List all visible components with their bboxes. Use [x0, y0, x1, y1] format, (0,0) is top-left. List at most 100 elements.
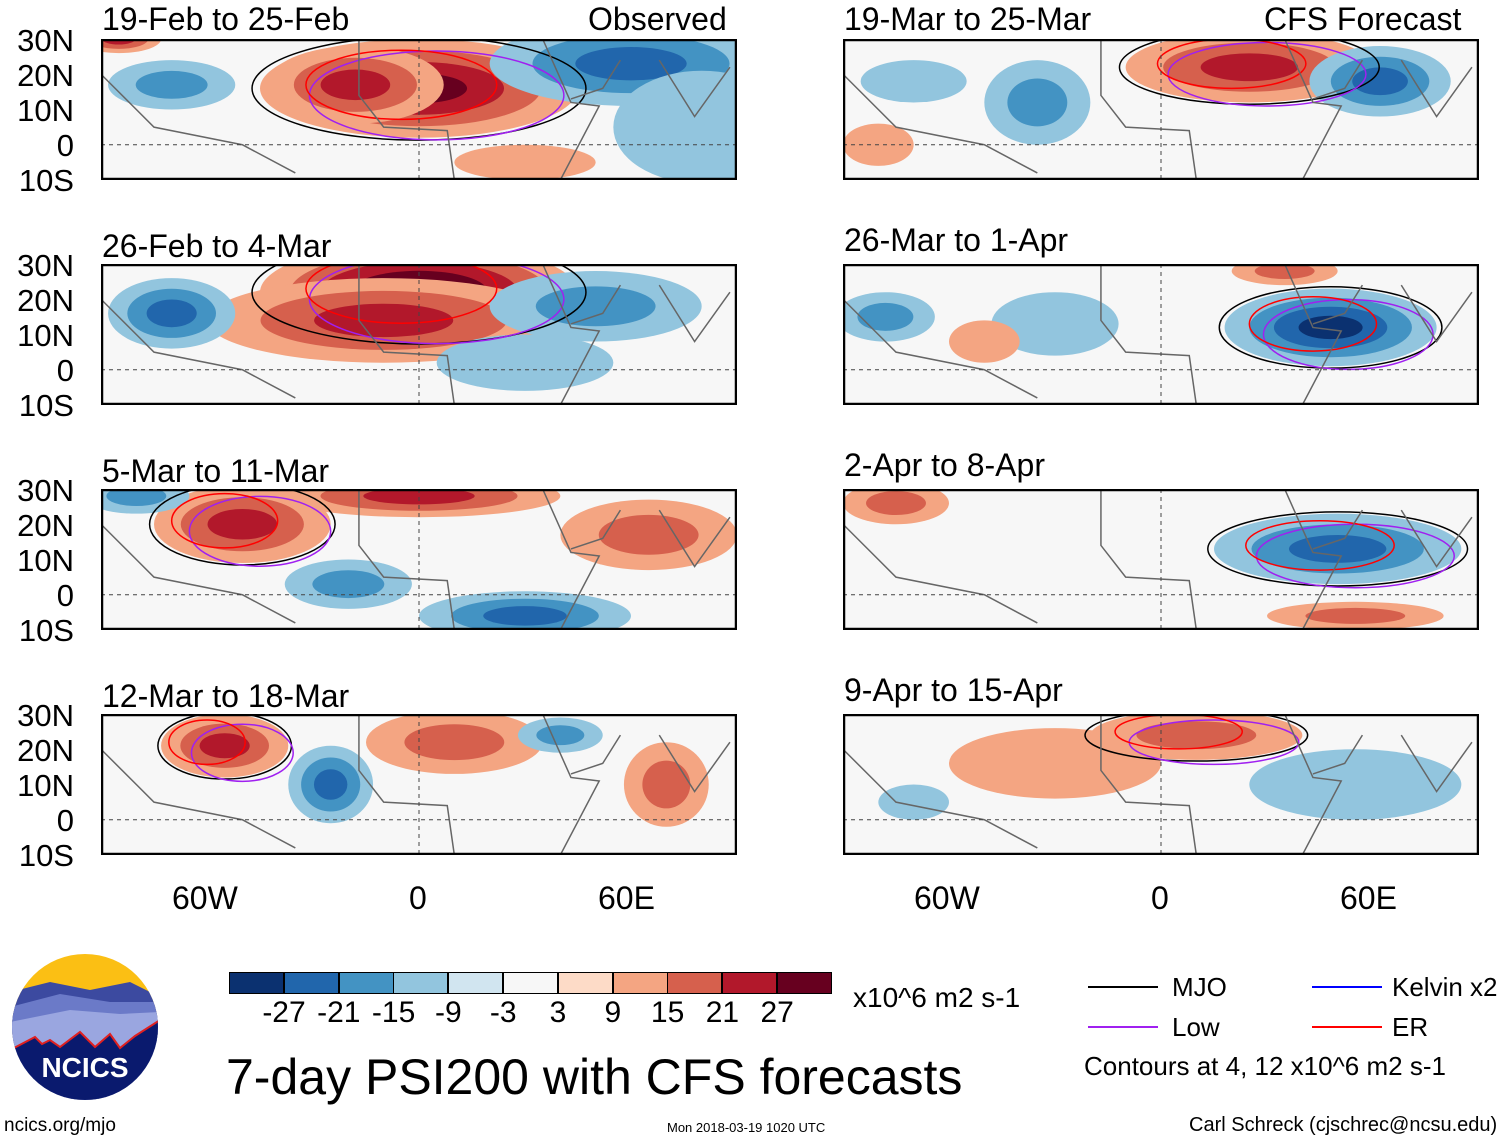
positive-anomaly: [843, 489, 949, 525]
map-panel: [843, 489, 1479, 630]
ncics-logo: NCICS: [12, 954, 158, 1100]
colorbar-swatch: [722, 972, 778, 994]
map-panel: [101, 264, 737, 405]
colorbar-swatch: [612, 972, 668, 994]
lat-label: 30N: [17, 23, 74, 58]
contours: [1207, 511, 1469, 589]
colorbar-swatch: [448, 972, 504, 994]
negative-anomaly: [288, 745, 374, 824]
negative-anomaly: [108, 278, 236, 349]
colorbar-swatch: [283, 972, 339, 994]
negative-anomaly: [878, 784, 949, 820]
lat-label: 10N: [17, 93, 74, 128]
colorbar-swatch: [393, 972, 449, 994]
negative-anomaly: [108, 60, 236, 110]
negative-anomaly: [984, 60, 1091, 145]
contour-note: Contours at 4, 12 x10^6 m2 s-1: [1084, 1051, 1446, 1081]
lat-label: 20N: [17, 733, 74, 768]
negative-anomaly: [860, 60, 967, 103]
contours: [148, 489, 336, 567]
lat-label: 10N: [17, 768, 74, 803]
contours: [1118, 39, 1380, 107]
legend-kelvin: Kelvin x2: [1392, 972, 1498, 1002]
panel-title: 9-Apr to 15-Apr: [844, 672, 1063, 708]
lon-label: 60W: [172, 880, 238, 916]
colorbar-label: 21: [705, 996, 740, 1029]
colorbar-swatch: [667, 972, 723, 994]
lat-label: 30N: [17, 473, 74, 508]
lat-label: 20N: [17, 283, 74, 318]
contours: [1218, 285, 1443, 371]
negative-anomaly: [1214, 513, 1462, 585]
map-panel: [101, 489, 737, 630]
negative-anomaly: [991, 292, 1119, 356]
negative-anomaly: [284, 559, 412, 609]
lon-label: 60E: [598, 880, 655, 916]
positive-anomaly: [454, 144, 596, 180]
figure-title: 7-day PSI200 with CFS forecasts: [226, 1049, 963, 1105]
negative-anomaly: [1249, 749, 1462, 820]
positive-anomaly: [267, 46, 444, 124]
colorbar-label: -15: [371, 996, 416, 1029]
colorbar-label: -27: [262, 996, 306, 1029]
panel-title: 12-Mar to 18-Mar: [102, 678, 350, 714]
lat-label: 0: [56, 578, 74, 613]
footer-url[interactable]: ncics.org/mjo: [4, 1115, 116, 1136]
panel-title: 26-Feb to 4-Mar: [102, 228, 332, 264]
panel-title: 5-Mar to 11-Mar: [102, 453, 330, 489]
contours: [157, 714, 294, 783]
colorbar-swatch: [503, 972, 558, 994]
colorbar-label: 27: [760, 996, 794, 1029]
panel-title: 19-Mar to 25-Mar: [844, 1, 1092, 37]
lat-label: 10S: [18, 838, 74, 873]
positive-anomaly: [623, 742, 709, 827]
map-panel: [843, 264, 1479, 405]
lon-label: 0: [1151, 880, 1169, 916]
colorbar-swatch: [777, 972, 832, 994]
er-line: [1312, 1026, 1382, 1028]
lat-label: 0: [56, 353, 74, 388]
colorbar-label: -3: [489, 996, 517, 1029]
mjo-line: [1088, 986, 1158, 988]
colorbar-swatch: [338, 972, 394, 994]
positive-anomaly: [161, 714, 289, 778]
lat-label: 10N: [17, 318, 74, 353]
negative-anomaly: [843, 292, 935, 342]
lat-label: 30N: [17, 248, 74, 283]
kelvin-line: [1312, 986, 1382, 988]
map-panel: [101, 39, 737, 180]
lat-label: 0: [56, 128, 74, 163]
legend-er: ER: [1392, 1012, 1429, 1042]
negative-anomaly: [517, 717, 603, 753]
map-panel: [843, 714, 1479, 855]
footer-timestamp: Mon 2018-03-19 1020 UTC: [667, 1120, 826, 1135]
colorbar-label: 3: [549, 996, 567, 1029]
negative-anomaly: [436, 334, 614, 391]
panel-title: 2-Apr to 8-Apr: [844, 447, 1045, 483]
colorbar-label: 9: [604, 996, 622, 1029]
negative-anomaly: [1224, 288, 1437, 367]
legend-mjo: MJO: [1172, 972, 1227, 1002]
positive-anomaly: [101, 39, 162, 54]
negative-anomaly: [419, 591, 631, 630]
positive-anomaly: [366, 714, 543, 774]
positive-anomaly: [1231, 264, 1338, 286]
lat-label: 10S: [18, 163, 74, 198]
lat-label: 30N: [17, 698, 74, 733]
colorbar-units: x10^6 m2 s-1: [853, 982, 1021, 1013]
lon-label: 60W: [914, 880, 980, 916]
map-panel: [101, 714, 737, 855]
negative-anomaly: [613, 70, 737, 180]
colorbar-swatch: [229, 972, 284, 994]
legend-low: Low: [1172, 1012, 1220, 1042]
forecast-header: CFS Forecast: [1264, 1, 1462, 37]
colorbar-label: -21: [317, 996, 361, 1029]
observed-header: Observed: [588, 1, 727, 37]
positive-anomaly: [1267, 601, 1444, 630]
positive-anomaly: [949, 728, 1161, 799]
lon-label: 0: [409, 880, 427, 916]
contours: [251, 39, 587, 141]
lat-label: 10S: [18, 613, 74, 648]
positive-anomaly: [949, 320, 1020, 363]
colorbar-label: 15: [650, 996, 685, 1029]
